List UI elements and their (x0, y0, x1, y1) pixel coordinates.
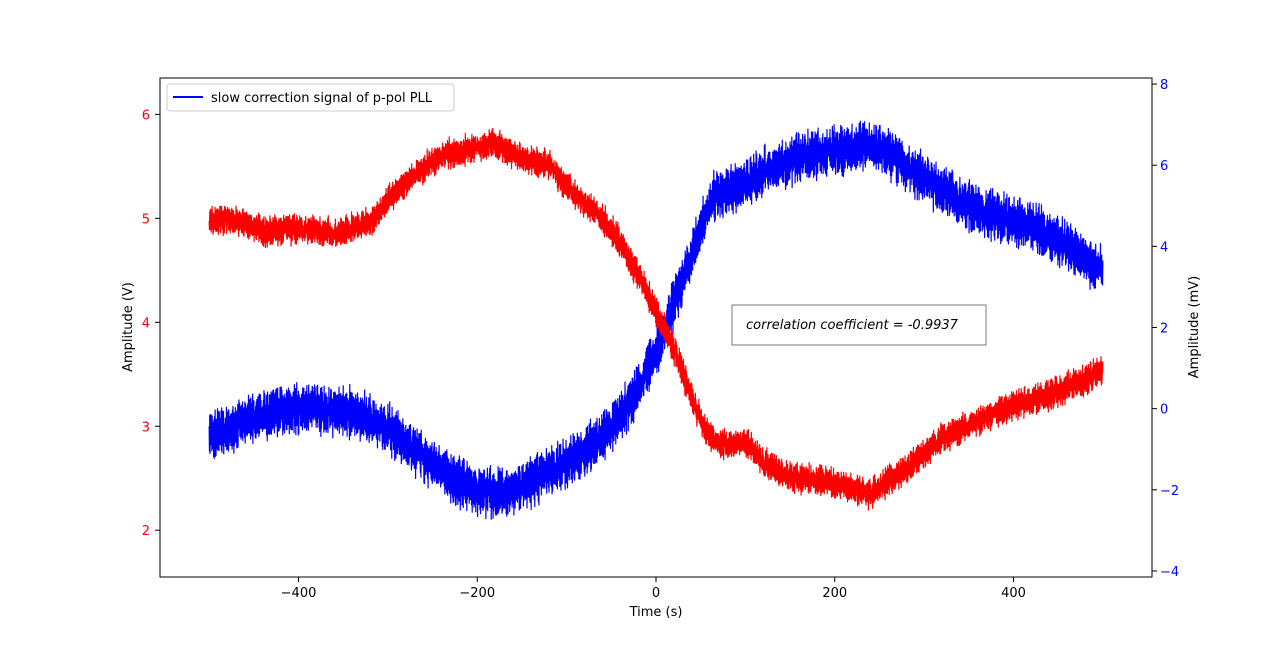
legend-box (166, 83, 455, 112)
legend-entry-label: slow correction signal of p-pol PLL (211, 91, 433, 106)
y-axis-left: 2 3 4 5 6 (142, 108, 160, 539)
annotation-box (731, 304, 987, 346)
y-axis-right: −4 −2 0 2 4 6 8 (1152, 78, 1179, 580)
y-left-tick-label: 4 (142, 316, 150, 331)
annotation-text: correlation coefficient = -0.9937 (746, 318, 959, 333)
y-right-tick-label: 0 (1160, 403, 1168, 418)
y-right-tick-label: 8 (1160, 78, 1168, 93)
x-axis-title: Time (s) (629, 605, 683, 620)
y-right-tick-label: 4 (1160, 240, 1168, 255)
series-line-red (208, 128, 1104, 511)
legend: slow correction signal of p-pol PLL (166, 83, 455, 112)
x-tick-label: −200 (459, 586, 495, 601)
y-right-tick-label: 2 (1160, 322, 1168, 337)
y-left-tick-label: 2 (142, 524, 150, 539)
y-right-tick-label: −2 (1160, 484, 1179, 499)
y-right-tick-label: 6 (1160, 159, 1168, 174)
annotation: correlation coefficient = -0.9937 (731, 304, 987, 346)
y-left-tick-label: 5 (142, 212, 150, 227)
y-left-tick-label: 6 (142, 108, 150, 123)
y-right-tick-label: −4 (1160, 565, 1179, 580)
x-tick-label: 0 (652, 586, 660, 601)
x-tick-label: −400 (281, 586, 317, 601)
series-line-blue (208, 120, 1104, 520)
y-axis-right-title: Amplitude (mV) (1187, 276, 1202, 378)
x-axis: −400 −200 0 200 400 (281, 577, 1026, 601)
y-left-tick-label: 3 (142, 420, 150, 435)
y-axis-left-title: Amplitude (V) (121, 282, 136, 372)
x-tick-label: 400 (1001, 586, 1026, 601)
series-layer (208, 120, 1104, 520)
x-tick-label: 200 (822, 586, 847, 601)
